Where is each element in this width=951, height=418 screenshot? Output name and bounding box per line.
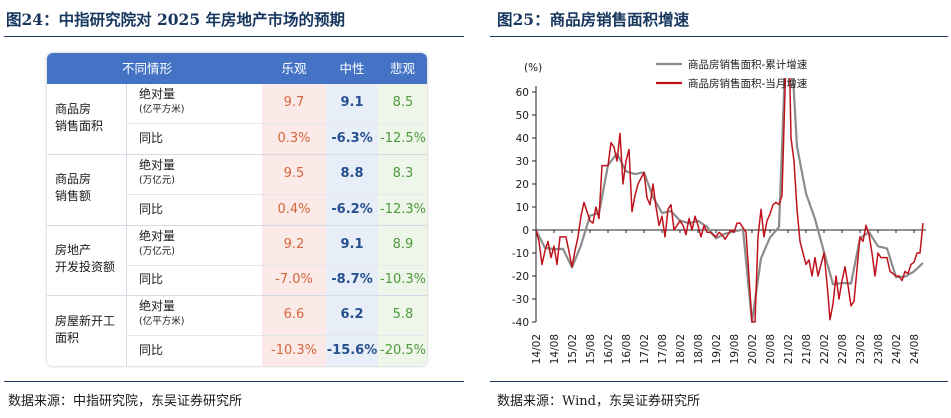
row-label: 同比	[139, 272, 164, 286]
row-divider	[127, 123, 427, 124]
value-optimistic: -7.0%	[275, 272, 313, 287]
y-tick-label: -10	[512, 248, 529, 260]
value-optimistic: 6.6	[283, 307, 305, 322]
group-divider	[47, 154, 427, 155]
y-unit-label: (%)	[524, 62, 542, 74]
group-divider	[47, 225, 427, 226]
y-tick-label: 50	[516, 110, 529, 122]
series-line-monthly	[536, 78, 924, 323]
sales-area-growth-chart: (%) -40 -30 -20 -10 0 10 20 30 40 50 60 14/02 14/08…	[512, 58, 926, 364]
x-tick-label: 19/08	[729, 334, 741, 364]
row-label: 绝对量 (万亿元)	[139, 229, 176, 257]
group-name: 商品房 销售面积	[55, 102, 104, 133]
header-scenario: 不同情形	[121, 61, 172, 76]
right-figure-title: 图25：商品房销售面积增速	[497, 10, 690, 29]
x-tick-label: 23/02	[855, 334, 867, 364]
row-label: 同比	[139, 343, 164, 357]
row-divider	[127, 335, 427, 336]
x-tick-label: 21/02	[783, 334, 795, 364]
value-neutral: 9.1	[340, 237, 364, 252]
row-label: 绝对量 (亿平方米)	[139, 87, 185, 115]
right-source-rule	[490, 381, 948, 382]
group-name: 房地产 开发投资额	[55, 243, 116, 274]
row-divider	[127, 194, 427, 195]
group-name: 商品房 销售额	[55, 172, 92, 203]
y-tick-label: -20	[512, 271, 529, 283]
y-tick-label: -40	[512, 317, 529, 329]
value-pessimistic: -12.3%	[380, 202, 426, 217]
x-tick-label: 14/02	[531, 334, 543, 364]
legend-label: 商品房销售面积-累计增速	[688, 58, 808, 71]
value-pessimistic: -20.5%	[380, 343, 426, 358]
value-pessimistic: -12.5%	[380, 131, 426, 146]
value-neutral: 8.8	[340, 166, 364, 181]
x-tick-label: 24/08	[909, 334, 921, 364]
x-tick-label: 16/08	[621, 334, 633, 364]
x-tick-label: 17/02	[639, 334, 651, 364]
y-tick-label: 60	[516, 87, 529, 99]
value-optimistic: 0.3%	[277, 131, 311, 146]
y-tick-label: 20	[516, 179, 529, 191]
left-source: 数据来源：中指研究院，东吴证券研究所	[8, 394, 243, 409]
x-tick-label: 15/08	[585, 334, 597, 364]
row-label: 同比	[139, 131, 164, 145]
value-optimistic: 9.7	[283, 95, 305, 110]
value-optimistic: 9.5	[283, 166, 305, 181]
left-source-rule	[4, 381, 464, 382]
y-tick-label: 40	[516, 133, 529, 145]
x-tick-label: 18/02	[675, 334, 687, 364]
left-title-rule	[4, 36, 464, 37]
value-neutral: -15.6%	[326, 343, 378, 358]
group-name: 房屋新开工 面积	[55, 314, 116, 345]
x-tick-label: 20/08	[765, 334, 777, 364]
x-tick-label: 20/02	[747, 334, 759, 364]
header-optimistic: 乐观	[281, 61, 307, 76]
header-neutral: 中性	[339, 61, 365, 76]
x-tick-label: 16/02	[603, 334, 615, 364]
left-figure-title: 图24：中指研究院对 2025 年房地产市场的预期	[6, 10, 346, 29]
value-optimistic: -10.3%	[271, 343, 317, 358]
x-tick-label: 22/08	[837, 334, 849, 364]
x-tick-label: 19/02	[711, 334, 723, 364]
value-pessimistic: 8.3	[392, 166, 414, 181]
row-label: 绝对量 (万亿元)	[139, 158, 176, 186]
y-tick-label: -30	[512, 294, 529, 306]
value-neutral: 6.2	[340, 307, 364, 322]
x-tick-label: 22/02	[819, 334, 831, 364]
x-tick-label: 21/08	[801, 334, 813, 364]
value-pessimistic: 8.9	[392, 237, 414, 252]
x-tick-label: 18/08	[693, 334, 705, 364]
right-source: 数据来源：Wind，东吴证券研究所	[497, 394, 700, 409]
group-divider	[47, 295, 427, 296]
value-pessimistic: -10.3%	[380, 272, 426, 287]
value-pessimistic: 5.8	[392, 307, 414, 322]
y-tick-label: 0	[522, 225, 529, 237]
y-tick-label: 10	[516, 202, 529, 214]
x-tick-label: 23/08	[873, 334, 885, 364]
value-pessimistic: 8.5	[392, 95, 414, 110]
x-tick-label: 24/02	[891, 334, 903, 364]
value-neutral: -6.2%	[331, 202, 373, 217]
x-tick-label: 15/02	[567, 334, 579, 364]
value-neutral: 9.1	[340, 95, 364, 110]
x-tick-label: 17/08	[657, 334, 669, 364]
row-label: 同比	[139, 202, 164, 216]
row-label: 绝对量 (亿平方米)	[139, 299, 185, 327]
header-pessimistic: 悲观	[389, 61, 415, 76]
value-optimistic: 9.2	[283, 237, 305, 252]
x-tick-label: 14/08	[549, 334, 561, 364]
value-neutral: -8.7%	[331, 272, 373, 287]
right-title-rule	[490, 36, 948, 37]
legend-label: 商品房销售面积-当月增速	[688, 77, 808, 90]
value-neutral: -6.3%	[331, 131, 373, 146]
expectation-table: 不同情形 乐观 中性 悲观 商品房 销售面积 绝对量 (亿平方米) 9.7 9.1 …	[47, 53, 427, 366]
table-header	[47, 53, 427, 84]
row-divider	[127, 265, 427, 266]
value-optimistic: 0.4%	[277, 202, 311, 217]
y-tick-label: 30	[516, 156, 529, 168]
